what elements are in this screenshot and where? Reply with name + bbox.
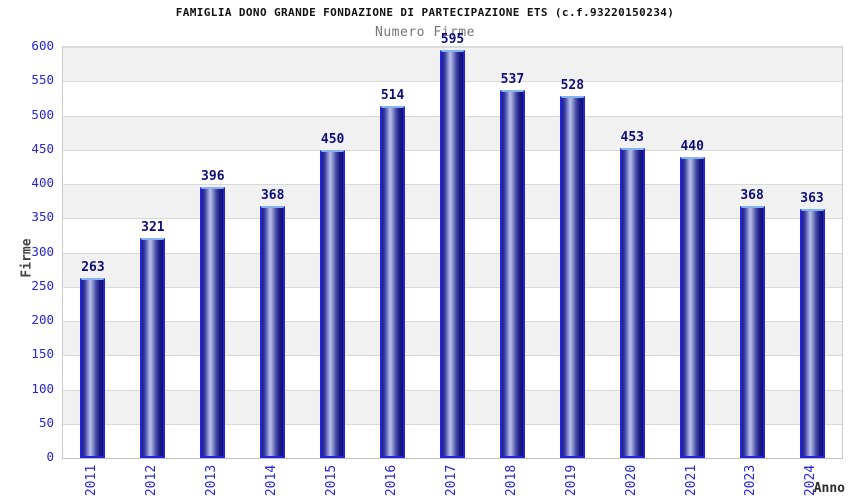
bar-2023 <box>739 206 765 458</box>
y-tick-label-600: 600 <box>31 38 54 53</box>
chart-subtitle: Numero Firme <box>375 25 475 40</box>
bar-2013 <box>200 187 226 458</box>
x-tick-label-2021: 2021 <box>683 464 699 496</box>
chart-title: FAMIGLIA DONO GRANDE FONDAZIONE DI PARTE… <box>175 6 675 19</box>
y-axis-title: Firme <box>19 238 35 278</box>
x-tick-label-2023: 2023 <box>743 464 759 496</box>
bar-value-label-2015: 450 <box>320 132 345 147</box>
bar-2021 <box>679 157 705 458</box>
bar-value-label-2018: 537 <box>500 72 525 87</box>
bar-2020 <box>619 148 645 458</box>
bar-2011 <box>80 278 106 458</box>
x-axis-title: Anno <box>813 481 845 496</box>
bar-value-label-2016: 514 <box>380 88 405 103</box>
y-tick-label-150: 150 <box>31 346 54 362</box>
bar-2017 <box>440 50 465 458</box>
bar-value-label-2012: 321 <box>141 220 165 235</box>
x-tick-label-2017: 2017 <box>444 464 459 496</box>
x-tick-label-2014: 2014 <box>264 464 280 496</box>
y-tick-label-500: 500 <box>31 106 54 122</box>
bar-value-label-2023: 368 <box>740 188 764 203</box>
x-tick-label-2015: 2015 <box>324 464 340 496</box>
x-tick-label-2016: 2016 <box>384 464 400 496</box>
bar-value-label-2024: 363 <box>800 191 824 206</box>
x-tick-label-2020: 2020 <box>623 464 639 496</box>
y-tick-label-50: 50 <box>38 414 54 430</box>
bar-2018 <box>499 90 525 458</box>
bar-value-label-2021: 440 <box>680 139 704 154</box>
bar-2024 <box>799 209 825 458</box>
bar-2016 <box>380 106 406 458</box>
x-tick-label-2012: 2012 <box>144 464 160 496</box>
y-tick-label-250: 250 <box>31 277 54 293</box>
y-tick-label-0: 0 <box>46 449 54 464</box>
x-tick-label-2013: 2013 <box>204 464 220 496</box>
bar-value-label-2017: 595 <box>440 32 465 47</box>
y-tick-label-300: 300 <box>31 243 54 259</box>
y-tick-label-100: 100 <box>31 380 54 396</box>
bar-value-label-2020: 453 <box>620 130 644 145</box>
bar-2015 <box>320 150 346 458</box>
y-tick-label-450: 450 <box>31 140 54 156</box>
y-tick-label-550: 550 <box>31 72 54 88</box>
y-tick-label-350: 350 <box>31 209 54 225</box>
plot-area: 263 321 396 368 450 514 595 537 528 453 440 368 363 <box>62 32 843 459</box>
bar-value-label-2019: 528 <box>560 78 585 93</box>
x-tick-label-2018: 2018 <box>503 464 519 496</box>
bar-value-label-2011: 263 <box>81 260 105 275</box>
bar-value-label-2014: 368 <box>260 188 285 203</box>
bar-2014 <box>260 206 286 458</box>
y-tick-label-400: 400 <box>31 175 54 190</box>
x-tick-label-2011: 2011 <box>84 464 100 496</box>
y-tick-label-200: 200 <box>31 312 54 327</box>
bar-2019 <box>559 96 585 458</box>
bar-value-label-2013: 396 <box>201 169 225 184</box>
bar-2012 <box>140 238 166 458</box>
x-tick-label-2019: 2019 <box>563 464 579 496</box>
